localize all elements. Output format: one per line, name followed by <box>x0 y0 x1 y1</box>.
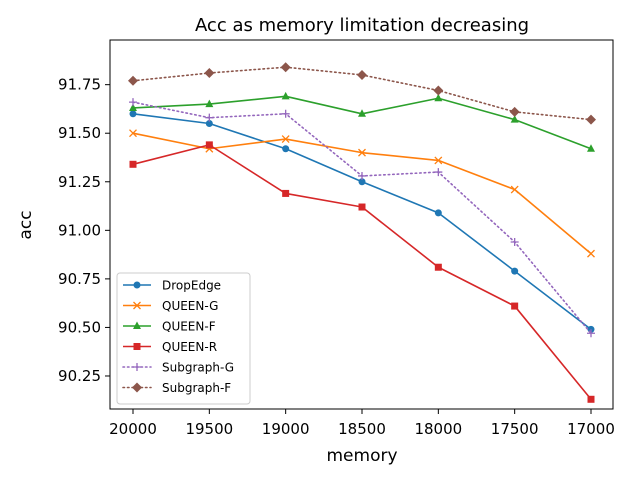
y-axis-title: acc <box>16 210 36 239</box>
data-point-subgraph-g <box>434 168 443 177</box>
data-point-subgraph-f <box>509 106 520 117</box>
data-point-queen-r <box>587 395 595 403</box>
data-point-queen-r <box>129 160 137 168</box>
series-queen-f <box>129 91 595 152</box>
y-tick-label: 90.50 <box>58 318 101 336</box>
legend-marker <box>133 343 141 350</box>
legend-marker <box>133 321 141 329</box>
y-tick-label: 90.75 <box>58 270 101 288</box>
data-point-queen-g <box>434 156 443 165</box>
data-point-queen-r <box>205 141 213 149</box>
data-point-subgraph-f <box>357 69 367 80</box>
data-point-subgraph-g <box>510 237 519 246</box>
y-tick-label: 91.25 <box>58 173 101 191</box>
x-tick-label: 20000 <box>109 420 157 438</box>
x-tick-label: 18000 <box>414 420 462 438</box>
data-point-dropedge <box>511 267 519 275</box>
x-axis-title: memory <box>326 446 397 466</box>
x-tick-label: 19000 <box>262 420 310 438</box>
series-layer <box>128 62 596 403</box>
data-point-queen-f <box>587 144 595 152</box>
legend-label: QUEEN-G <box>162 299 218 313</box>
y-tick-label: 90.25 <box>58 367 101 385</box>
legend-label: QUEEN-R <box>162 340 217 354</box>
data-point-queen-g <box>129 129 137 138</box>
data-point-dropedge <box>205 120 213 128</box>
data-point-queen-f <box>129 103 137 111</box>
data-point-queen-r <box>434 263 442 271</box>
data-point-dropedge <box>129 110 137 118</box>
series-subgraph-g <box>129 98 595 338</box>
data-point-queen-f <box>434 93 443 102</box>
legend-label: Subgraph-G <box>162 361 234 375</box>
series-queen-r <box>129 141 595 403</box>
data-point-dropedge <box>358 178 366 186</box>
legend: DropEdge QUEEN-G QUEEN-F QUEEN-R Subgraph-G S… <box>116 272 251 405</box>
legend-marker <box>133 281 141 289</box>
series-queen-g <box>129 129 595 258</box>
data-point-queen-g <box>510 185 519 194</box>
legend-label: Subgraph-F <box>162 381 231 395</box>
legend-item-subgraph-f: Subgraph-F <box>122 381 231 395</box>
legend-item-dropedge: DropEdge <box>123 279 221 293</box>
data-point-subgraph-g <box>205 113 214 122</box>
x-tick-label: 17500 <box>491 420 539 438</box>
data-point-subgraph-g <box>358 171 366 180</box>
chart-title: Acc as memory limitation decreasing <box>195 15 529 36</box>
data-point-queen-g <box>281 135 290 144</box>
y-tick-label: 91.50 <box>58 124 101 142</box>
legend-marker <box>132 382 142 393</box>
data-point-queen-f <box>281 91 290 100</box>
data-point-subgraph-f <box>586 114 596 125</box>
x-axis: 20000 19500 19000 18500 18000 17500 17000 <box>109 409 615 438</box>
data-point-subgraph-f <box>128 75 138 86</box>
data-point-dropedge <box>434 209 442 217</box>
legend-label: QUEEN-F <box>162 320 216 334</box>
data-point-queen-g <box>587 249 595 258</box>
legend-item-queen-r: QUEEN-R <box>123 340 217 354</box>
data-point-subgraph-f <box>433 85 444 96</box>
data-point-queen-g <box>358 148 366 157</box>
data-point-subgraph-f <box>204 68 215 79</box>
x-tick-label: 19500 <box>185 420 233 438</box>
data-point-queen-f <box>358 109 366 117</box>
legend-item-subgraph-g: Subgraph-G <box>122 361 234 375</box>
data-point-queen-r <box>282 189 290 197</box>
data-point-subgraph-g <box>587 329 595 338</box>
x-tick-label: 17000 <box>567 420 615 438</box>
data-point-queen-f <box>510 115 519 123</box>
data-point-queen-r <box>511 302 519 310</box>
data-point-subgraph-g <box>129 98 137 107</box>
legend-marker <box>133 363 141 371</box>
data-point-queen-r <box>358 203 366 211</box>
data-point-queen-f <box>205 99 214 108</box>
x-tick-label: 18500 <box>338 420 386 438</box>
data-point-subgraph-g <box>281 109 290 118</box>
legend-item-queen-g: QUEEN-G <box>123 299 218 313</box>
y-tick-label: 91.00 <box>58 221 101 239</box>
series-subgraph-f <box>128 62 596 125</box>
legend-label: DropEdge <box>162 279 221 293</box>
data-point-subgraph-f <box>280 62 291 73</box>
y-axis: 90.25 90.50 90.75 91.00 91.25 91.50 91.75 <box>58 76 110 385</box>
y-tick-label: 91.75 <box>58 76 101 94</box>
data-point-dropedge <box>282 145 290 153</box>
legend-marker <box>133 301 141 310</box>
legend-item-queen-f: QUEEN-F <box>123 320 216 334</box>
